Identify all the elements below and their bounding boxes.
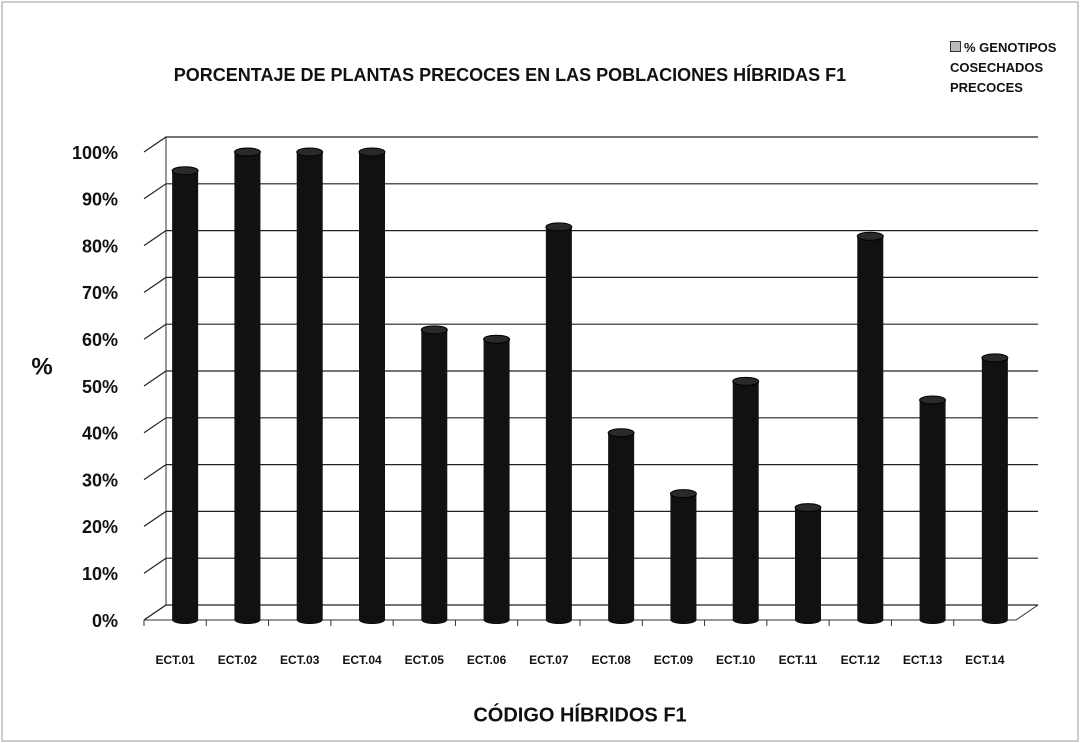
bar: [172, 170, 199, 620]
x-axis-label: CÓDIGO HÍBRIDOS F1: [473, 702, 686, 726]
y-tick-label: 40%: [82, 424, 118, 444]
bar: [296, 152, 323, 620]
grid-line: [143, 417, 1038, 434]
bar-top: [856, 231, 884, 241]
x-tick-label: ECT.06: [467, 653, 507, 667]
y-tick-label: 90%: [82, 190, 118, 210]
grid-line: [143, 510, 1038, 527]
y-tick-label: 70%: [82, 283, 118, 303]
x-tick-label: ECT.11: [779, 653, 818, 667]
bar: [981, 357, 1008, 620]
x-tick-label: ECT.10: [716, 653, 756, 667]
bar-bottom: [670, 616, 697, 624]
bar: [608, 432, 635, 620]
bar-bottom: [421, 616, 448, 624]
bar-top: [358, 147, 386, 157]
bar: [732, 381, 759, 620]
bar-bottom: [608, 616, 635, 624]
bar-top: [669, 489, 697, 499]
bar: [919, 400, 946, 620]
grid-line: [143, 464, 1038, 481]
bar-top: [732, 376, 760, 386]
bar-bottom: [234, 616, 261, 624]
bar-bottom: [795, 616, 821, 624]
bar-bottom: [545, 616, 572, 624]
y-tick-label: 50%: [82, 377, 118, 397]
bar-bottom: [359, 616, 385, 624]
bar: [234, 152, 261, 620]
grid-line: [143, 604, 1038, 621]
grid-line: [143, 323, 1038, 340]
bar: [857, 236, 884, 621]
bar: [795, 507, 821, 620]
legend-label: % GENOTIPOS COSECHADOS PRECOCES: [950, 40, 1057, 95]
x-tick-label: ECT.02: [218, 653, 258, 667]
bar-top: [296, 147, 324, 157]
bar-top: [607, 428, 635, 438]
x-tick-label: ECT.08: [591, 653, 631, 667]
grid-line: [143, 183, 1038, 200]
y-tick-label: 10%: [82, 564, 118, 584]
bar-bottom: [483, 616, 510, 624]
x-tick-label: ECT.05: [405, 653, 445, 667]
x-tick-label: ECT.13: [903, 653, 943, 667]
bar-bottom: [981, 616, 1008, 624]
grid-line: [143, 136, 1038, 153]
bar-top: [545, 222, 573, 232]
grid-line: [143, 557, 1038, 574]
bar-top: [233, 147, 261, 157]
y-tick-label: 60%: [82, 330, 118, 350]
x-tick-label: ECT.07: [529, 653, 569, 667]
legend-swatch: [950, 41, 961, 52]
bar-bottom: [857, 616, 884, 624]
x-tick-label: ECT.09: [654, 653, 694, 667]
y-tick-label: 80%: [82, 236, 118, 256]
bar-top: [420, 325, 448, 335]
bar-top: [919, 395, 947, 405]
y-tick-label: 0%: [92, 611, 118, 631]
x-tick-label: ECT.14: [965, 653, 1005, 667]
bar-bottom: [732, 616, 759, 624]
grid-line: [143, 276, 1038, 293]
chart-title: PORCENTAJE DE PLANTAS PRECOCES EN LAS PO…: [174, 64, 846, 85]
bar-top: [794, 503, 822, 513]
y-tick-label: 20%: [82, 517, 118, 537]
bar-bottom: [172, 616, 199, 624]
x-tick-label: ECT.12: [841, 653, 881, 667]
bar-bottom: [919, 616, 946, 624]
bar-bottom: [296, 616, 323, 624]
bar: [359, 152, 385, 620]
bar: [670, 493, 697, 620]
bar-top: [171, 166, 199, 176]
x-axis: [144, 604, 1039, 621]
bar-top: [483, 334, 511, 344]
x-tick-label: ECT.04: [342, 653, 382, 667]
grid-line: [143, 370, 1038, 387]
x-tick-label: ECT.03: [280, 653, 320, 667]
bar-top: [981, 353, 1009, 363]
x-tick-label: ECT.01: [155, 653, 195, 667]
y-tick-label: 30%: [82, 470, 118, 490]
bar: [421, 329, 448, 620]
bar: [545, 226, 572, 620]
grid-line: [143, 230, 1038, 247]
y-tick-label: 100%: [72, 143, 118, 163]
y-axis-label: %: [31, 353, 52, 380]
bar: [483, 339, 510, 620]
legend: % GENOTIPOS COSECHADOS PRECOCES: [950, 38, 1070, 98]
